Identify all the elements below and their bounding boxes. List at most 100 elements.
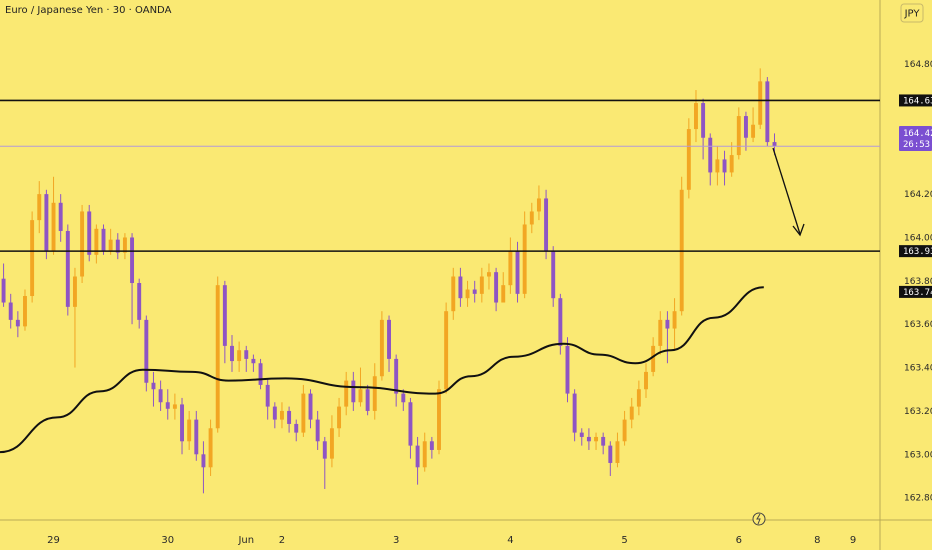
candle-body <box>308 393 313 420</box>
candle-body <box>72 276 77 307</box>
candle-body <box>415 445 420 468</box>
candle-body <box>215 285 220 429</box>
candle-body <box>194 419 199 455</box>
ma-value-badge-bg <box>899 285 932 298</box>
candle-body <box>37 194 42 221</box>
candle-body <box>337 406 342 429</box>
candle-body <box>601 436 606 446</box>
ma-value-badge: 163.749 <box>903 288 932 298</box>
y-tick-label: 162.800 <box>904 494 932 504</box>
y-tick-label: 164.000 <box>904 233 932 243</box>
candle-body <box>294 423 299 433</box>
candle-body <box>144 319 149 383</box>
candle-body <box>379 319 384 377</box>
time-axis: 29 30 Jun 2 3 4 5 6 8 9 <box>47 535 856 546</box>
candle-body <box>429 441 434 450</box>
bar-countdown: 26:53 <box>903 140 930 150</box>
currency-button-frame <box>900 3 924 23</box>
level-badge-bg <box>899 245 932 258</box>
currency-label: JPY <box>904 9 921 20</box>
price-axis: 162.800 163.000 163.200 163.400 163.600 163.8… <box>904 60 932 504</box>
candle-body <box>472 289 477 294</box>
candle-body <box>244 350 249 359</box>
replay-icon[interactable] <box>752 512 766 526</box>
chart-title: Euro / Japanese Yen · 30 · OANDA <box>5 5 172 16</box>
candle-body <box>715 159 720 173</box>
candle-body <box>594 436 599 442</box>
candle-body <box>515 250 520 294</box>
candle-body <box>272 406 277 420</box>
candle-body <box>501 285 506 303</box>
x-tick-label: 8 <box>814 535 820 546</box>
x-tick-label: 29 <box>47 535 60 546</box>
candle-body <box>180 404 184 442</box>
candle-body <box>394 358 399 394</box>
candle-body <box>58 202 63 231</box>
candle-body <box>644 371 648 390</box>
candle-body <box>622 419 627 442</box>
candle-body <box>765 81 770 143</box>
candle-body <box>451 276 456 312</box>
candle-body <box>751 124 756 138</box>
candle-body <box>315 419 320 442</box>
candle-body <box>65 230 70 307</box>
current-price-badge-bg <box>899 126 932 151</box>
candle-body <box>358 389 363 403</box>
x-tick-label: 2 <box>279 535 285 546</box>
candles-layer <box>1 68 777 494</box>
candle-body <box>351 380 356 403</box>
candle-body <box>301 393 306 433</box>
candle-body <box>44 194 49 251</box>
candle-body <box>458 276 463 299</box>
candle-body <box>251 358 256 364</box>
x-tick-label: 3 <box>393 535 399 546</box>
moving-average-line <box>0 286 764 454</box>
replay-icon-bolt <box>756 513 761 525</box>
candle-body <box>743 116 748 138</box>
candle-body <box>686 129 691 190</box>
candle-body <box>572 393 577 433</box>
forecast-arrow <box>772 147 805 237</box>
candle-body <box>201 454 206 468</box>
candle-body <box>237 350 242 362</box>
level-badge-value: 164.632 <box>903 96 932 106</box>
x-tick-label: 9 <box>850 535 856 546</box>
candle-body <box>551 250 556 299</box>
currency-button[interactable]: JPY <box>900 3 924 23</box>
x-tick-label: 6 <box>736 535 742 546</box>
candle-body <box>344 380 349 407</box>
candle-body <box>708 137 713 173</box>
candle-body <box>87 211 92 255</box>
candle-body <box>165 402 170 409</box>
level-badge-bg <box>899 94 932 107</box>
forecast-arrow-head <box>792 223 805 237</box>
candle-body <box>279 410 284 420</box>
candle-body <box>265 384 270 407</box>
horizontal-levels: 164.632 163.937 163.749 <box>0 94 932 298</box>
level-badge-value: 163.937 <box>903 247 932 257</box>
candle-body <box>287 410 292 424</box>
candle-body <box>222 285 227 346</box>
current-price-value: 164.421 <box>903 129 932 139</box>
candle-body <box>365 389 370 411</box>
y-tick-label: 164.800 <box>904 60 932 70</box>
forecast-arrow-shaft <box>772 147 801 235</box>
candle-body <box>672 311 677 329</box>
candle-body <box>444 311 449 390</box>
candle-body <box>322 441 327 459</box>
candle-body <box>30 220 35 297</box>
candle-body <box>579 432 584 437</box>
candle-body <box>479 276 484 294</box>
y-tick-label: 163.600 <box>904 320 932 330</box>
candle-body <box>694 103 698 130</box>
candle-body <box>408 402 413 446</box>
candle-body <box>586 436 591 442</box>
candle-body <box>529 211 534 225</box>
candle-body <box>636 389 641 407</box>
candle-body <box>701 103 706 138</box>
y-tick-label: 163.000 <box>904 450 932 460</box>
candle-body <box>329 428 334 459</box>
